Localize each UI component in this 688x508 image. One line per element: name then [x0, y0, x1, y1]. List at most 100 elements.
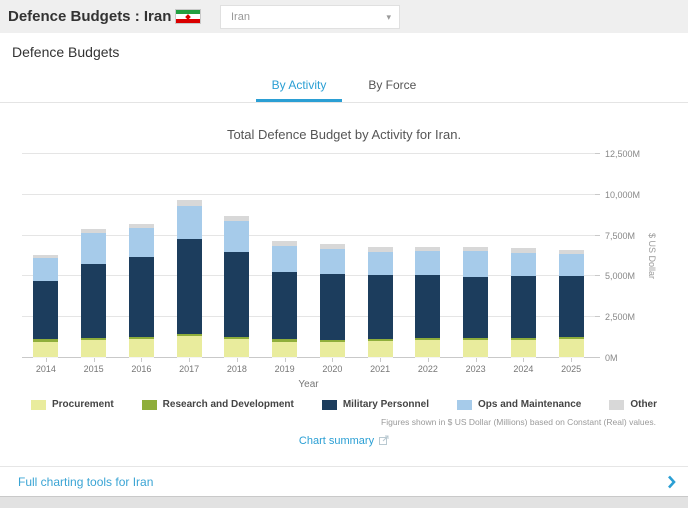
flag-red-stripe	[176, 19, 200, 23]
legend-item-research-and-development[interactable]: Research and Development	[141, 399, 294, 410]
bar-segment-other[interactable]	[367, 247, 393, 252]
y-axis-label: 12,500M	[605, 149, 641, 159]
bar-column	[415, 247, 441, 357]
bar-column	[272, 241, 298, 357]
x-axis-label: 2025	[561, 364, 582, 374]
bar-segment-procurement[interactable]	[510, 339, 536, 357]
bar-segment-military-personnel[interactable]	[367, 275, 393, 340]
bar-segment-research-and-development[interactable]	[33, 339, 59, 342]
bar-segment-ops-and-maintenance[interactable]	[33, 258, 59, 281]
tab-by-activity[interactable]: By Activity	[255, 70, 343, 102]
x-axis-label: 2014	[35, 364, 56, 374]
bar-segment-procurement[interactable]	[272, 341, 298, 357]
x-axis-label: 2019	[274, 364, 295, 374]
bar-segment-procurement[interactable]	[558, 339, 584, 357]
y-axis-label: 5,000M	[605, 271, 636, 282]
bar-segment-research-and-development[interactable]	[510, 338, 536, 340]
bar-segment-other[interactable]	[176, 199, 202, 206]
bar-segment-procurement[interactable]	[319, 342, 345, 357]
chevron-down-icon: ▾	[386, 12, 391, 22]
bar-segment-military-personnel[interactable]	[272, 271, 298, 340]
bar-segment-military-personnel[interactable]	[510, 276, 536, 339]
legend-swatch	[321, 399, 337, 410]
bar-segment-other[interactable]	[128, 223, 154, 228]
bar-segment-military-personnel[interactable]	[319, 273, 345, 341]
y-axis-label: 10,000M	[605, 189, 641, 200]
flag-green-stripe	[176, 10, 200, 14]
bar-segment-other[interactable]	[319, 244, 345, 249]
bar-segment-procurement[interactable]	[367, 341, 393, 357]
bar-segment-military-personnel[interactable]	[81, 263, 107, 339]
bar-segment-ops-and-maintenance[interactable]	[463, 251, 489, 277]
bar-segment-ops-and-maintenance[interactable]	[128, 227, 154, 258]
legend-item-procurement[interactable]: Procurement	[30, 399, 114, 410]
bar-segment-ops-and-maintenance[interactable]	[558, 254, 584, 277]
y-axis-label: 7,500M	[605, 230, 636, 241]
bar-segment-procurement[interactable]	[128, 339, 154, 357]
bar-segment-other[interactable]	[272, 241, 298, 246]
bar-segment-other[interactable]	[81, 228, 107, 234]
bar-segment-other[interactable]	[415, 247, 441, 252]
bar-segment-research-and-development[interactable]	[319, 340, 345, 342]
x-axis-tick	[380, 358, 382, 362]
bar-segment-procurement[interactable]	[463, 339, 489, 357]
legend-label: Military Personnel	[342, 399, 429, 410]
x-axis-tick	[45, 358, 47, 362]
bar-segment-other[interactable]	[224, 215, 250, 221]
gridline	[22, 234, 595, 236]
legend-item-other[interactable]: Other	[609, 399, 657, 410]
country-select[interactable]: Iran ▾	[220, 5, 400, 29]
bar-segment-ops-and-maintenance[interactable]	[224, 220, 250, 252]
bar-segment-ops-and-maintenance[interactable]	[415, 251, 441, 276]
bar-segment-military-personnel[interactable]	[128, 257, 154, 338]
legend-item-military-personnel[interactable]: Military Personnel	[321, 399, 429, 410]
bar-segment-research-and-development[interactable]	[367, 339, 393, 342]
bar-segment-military-personnel[interactable]	[463, 276, 489, 339]
bar-segment-procurement[interactable]	[33, 341, 59, 357]
bar-segment-military-personnel[interactable]	[415, 275, 441, 339]
bar-segment-research-and-development[interactable]	[463, 338, 489, 340]
bar-segment-military-personnel[interactable]	[224, 251, 250, 337]
bar-segment-other[interactable]	[510, 248, 536, 253]
bar-segment-research-and-development[interactable]	[558, 337, 584, 340]
x-axis-title: Year	[298, 379, 319, 390]
bar-segment-research-and-development[interactable]	[128, 337, 154, 340]
bar-segment-procurement[interactable]	[224, 338, 250, 357]
legend-label: Ops and Maintenance	[477, 399, 582, 410]
bar-segment-ops-and-maintenance[interactable]	[367, 251, 393, 276]
bar-segment-research-and-development[interactable]	[415, 338, 441, 340]
footer-divider	[0, 466, 688, 467]
bar-segment-ops-and-maintenance[interactable]	[272, 245, 298, 272]
bar-segment-research-and-development[interactable]	[224, 336, 250, 339]
bar-segment-procurement[interactable]	[415, 339, 441, 357]
bar-segment-military-personnel[interactable]	[558, 276, 584, 338]
x-axis-tick	[427, 358, 429, 362]
section-heading: Defence Budgets	[12, 44, 120, 60]
bar-segment-other[interactable]	[33, 254, 59, 259]
chevron-right-icon[interactable]	[667, 475, 676, 494]
gridline	[22, 153, 595, 154]
legend-item-ops-and-maintenance[interactable]: Ops and Maintenance	[456, 399, 582, 410]
bar-column	[224, 215, 250, 357]
bar-segment-procurement[interactable]	[176, 336, 202, 357]
full-charting-link[interactable]: Full charting tools for Iran	[18, 475, 154, 489]
bar-segment-research-and-development[interactable]	[176, 333, 202, 337]
bar-segment-procurement[interactable]	[81, 340, 107, 357]
bar-segment-ops-and-maintenance[interactable]	[81, 233, 107, 264]
bar-column	[319, 244, 345, 357]
bar-segment-other[interactable]	[463, 246, 489, 252]
chart-summary-link[interactable]: Chart summary	[298, 435, 375, 447]
bar-segment-military-personnel[interactable]	[176, 239, 202, 334]
tab-by-force[interactable]: By Force	[368, 78, 417, 92]
x-axis-tick	[571, 358, 573, 362]
open-popup-icon[interactable]	[379, 435, 389, 448]
bar-segment-ops-and-maintenance[interactable]	[319, 248, 345, 274]
bar-segment-ops-and-maintenance[interactable]	[176, 205, 202, 240]
x-axis-label: 2020	[322, 364, 343, 374]
bar-segment-military-personnel[interactable]	[33, 280, 59, 340]
bar-segment-ops-and-maintenance[interactable]	[510, 252, 536, 277]
bar-segment-research-and-development[interactable]	[272, 339, 298, 342]
bar-segment-research-and-development[interactable]	[81, 338, 107, 341]
bar-segment-other[interactable]	[558, 250, 584, 255]
x-axis-tick	[284, 358, 286, 362]
